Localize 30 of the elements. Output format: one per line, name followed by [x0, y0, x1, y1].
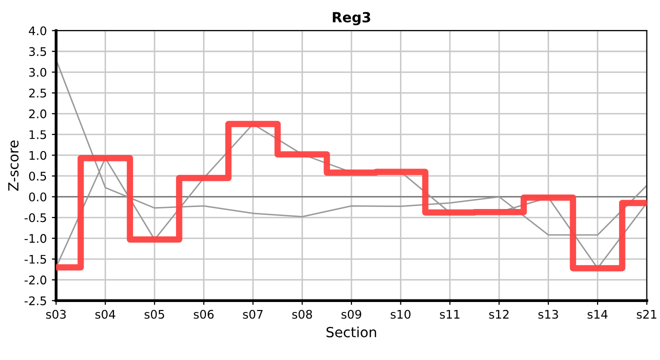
- x-tick-label: s05: [144, 310, 164, 319]
- y-tick-label: -1.5: [24, 254, 46, 264]
- y-axis-title: Z-score: [8, 140, 19, 191]
- y-tick-label: -2.0: [24, 276, 46, 284]
- y-tick-label: 2.5: [29, 88, 46, 98]
- x-tick-label: s13: [538, 310, 558, 319]
- x-tick-label: s03: [46, 310, 66, 319]
- y-tick-label: -2.5: [24, 296, 46, 306]
- x-tick-label: s06: [194, 310, 214, 319]
- x-tick-label: s21: [636, 310, 656, 319]
- y-tick-label: -1.0: [24, 234, 46, 243]
- y-tick-label: 0.5: [29, 172, 46, 181]
- y-tick-label: 1.0: [30, 150, 46, 160]
- y-tick-label: 0.0: [29, 192, 46, 202]
- x-tick-label: s04: [95, 310, 116, 319]
- y-tick-label: 3.0: [29, 68, 46, 77]
- y-tick-label: 3.5: [29, 47, 46, 56]
- x-tick-label: s10: [390, 310, 410, 319]
- y-tick-label: 4.0: [28, 26, 46, 36]
- y-tick-label: 1.5: [30, 130, 46, 140]
- x-tick-label: s11: [440, 310, 460, 319]
- x-tick-label: s14: [588, 310, 608, 319]
- x-axis-title: Section: [326, 326, 376, 338]
- x-tick-label: s07: [243, 310, 263, 319]
- x-tick-label: s09: [342, 310, 362, 319]
- y-tick-label: -0.5: [24, 213, 46, 222]
- x-tick-label: s12: [489, 310, 509, 319]
- y-tick-label: 2.0: [29, 109, 46, 118]
- x-tick-label: s08: [292, 310, 312, 319]
- chart-title: Reg3: [332, 12, 370, 26]
